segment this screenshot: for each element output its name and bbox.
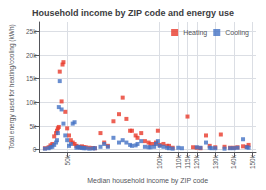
svg-text:Heating: Heating: [183, 29, 207, 37]
svg-text:Cooling: Cooling: [225, 29, 249, 37]
svg-text:120k: 120k: [193, 154, 200, 169]
svg-text:Total energy used for heating/: Total energy used for heating/cooling (k…: [8, 24, 16, 149]
svg-text:130k: 130k: [212, 154, 219, 169]
svg-text:115k: 115k: [184, 154, 191, 168]
svg-text:10k: 10k: [26, 99, 37, 106]
svg-text:25k: 25k: [26, 28, 37, 35]
svg-text:100k: 100k: [156, 154, 163, 169]
svg-text:20k: 20k: [26, 52, 37, 59]
svg-text:50k: 50k: [64, 154, 71, 165]
svg-text:5k: 5k: [30, 123, 38, 130]
svg-text:15k: 15k: [26, 75, 37, 82]
svg-text:Median household income by ZIP: Median household income by ZIP code: [87, 177, 208, 185]
svg-text:150k: 150k: [249, 154, 256, 169]
svg-text:Household income by ZIP code a: Household income by ZIP code and energy …: [32, 8, 234, 18]
svg-text:110k: 110k: [175, 154, 182, 168]
svg-text:140k: 140k: [230, 154, 237, 169]
svg-text:0: 0: [33, 146, 37, 153]
